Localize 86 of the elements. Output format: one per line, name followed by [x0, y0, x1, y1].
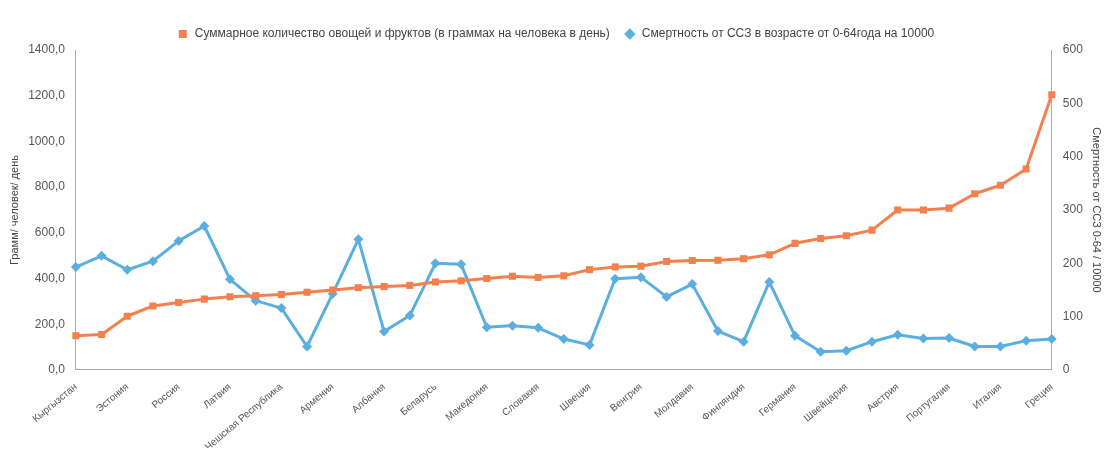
point — [147, 256, 158, 267]
point — [380, 283, 388, 291]
y2-tick-label: 200 — [1062, 255, 1084, 270]
point — [226, 293, 234, 301]
point — [585, 266, 594, 274]
y-axis-title: Грамм/ человек/ день — [7, 154, 20, 266]
point — [457, 277, 465, 285]
point — [122, 264, 133, 275]
point — [199, 220, 210, 231]
point — [303, 288, 311, 296]
point — [712, 326, 723, 337]
point — [842, 232, 850, 240]
point — [558, 334, 569, 345]
point — [714, 256, 722, 264]
point — [481, 322, 492, 333]
y-tick-label: 0,0 — [48, 362, 66, 377]
point — [867, 336, 878, 347]
point — [98, 331, 106, 339]
point — [379, 326, 390, 337]
point — [70, 262, 81, 273]
point — [404, 310, 415, 321]
y-tick-label: 600,0 — [34, 225, 66, 240]
point — [765, 251, 773, 259]
y-tick-label: 800,0 — [34, 179, 66, 194]
legend-label: Суммарное количество овощей и фруктов (в граммах на человека в день) — [194, 26, 610, 41]
legend-label: Смертность от ССЗ в возрасте от 0-64года на 10000 — [641, 26, 935, 41]
point — [456, 259, 467, 270]
point — [789, 330, 800, 341]
point — [96, 250, 107, 261]
point — [200, 295, 208, 303]
point — [944, 332, 955, 343]
point — [354, 284, 362, 292]
y-tick-label: 1400,0 — [28, 42, 66, 57]
point — [508, 272, 517, 280]
point — [224, 274, 235, 285]
point — [663, 257, 671, 265]
y-tick-label: 1000,0 — [28, 133, 66, 148]
y2-tick-label: 100 — [1062, 308, 1084, 323]
point — [791, 239, 799, 247]
point — [687, 279, 698, 290]
point — [560, 272, 568, 280]
y2-tick-label: 0 — [1062, 362, 1070, 377]
point — [72, 332, 80, 340]
y-tick-label: 400,0 — [34, 270, 66, 285]
y-tick-label: 1200,0 — [28, 88, 66, 103]
y2-tick-label: 600 — [1062, 42, 1084, 57]
point — [996, 181, 1004, 189]
point — [971, 190, 979, 198]
point — [431, 278, 439, 286]
point — [815, 346, 826, 357]
point — [738, 336, 749, 347]
point — [276, 303, 287, 314]
y2-tick-label: 400 — [1062, 148, 1084, 163]
point — [817, 235, 825, 243]
y-tick-label: 200,0 — [34, 316, 66, 331]
point — [175, 299, 183, 307]
point — [406, 281, 414, 289]
point — [534, 273, 542, 281]
y2-tick-label: 300 — [1062, 202, 1084, 217]
point — [892, 329, 903, 340]
point — [945, 204, 953, 212]
point — [173, 235, 184, 246]
point — [533, 322, 544, 333]
point — [277, 291, 285, 299]
point — [123, 312, 131, 320]
point — [483, 275, 491, 283]
point — [1022, 165, 1030, 173]
point — [688, 256, 696, 265]
point — [611, 263, 619, 271]
y2-tick-label: 500 — [1062, 95, 1084, 110]
point — [894, 206, 902, 214]
point — [868, 226, 876, 234]
point — [1048, 91, 1056, 99]
point — [637, 262, 645, 270]
point — [329, 286, 337, 294]
point — [661, 291, 672, 302]
point — [507, 320, 518, 331]
point — [841, 345, 852, 356]
point — [919, 206, 927, 214]
point — [764, 276, 775, 287]
y2-axis-title: Смертность от ССЗ 0-64 / 10000 — [1091, 127, 1104, 293]
point — [149, 302, 157, 310]
point — [252, 292, 260, 300]
point — [584, 339, 595, 350]
point — [740, 255, 748, 263]
point — [302, 341, 313, 352]
